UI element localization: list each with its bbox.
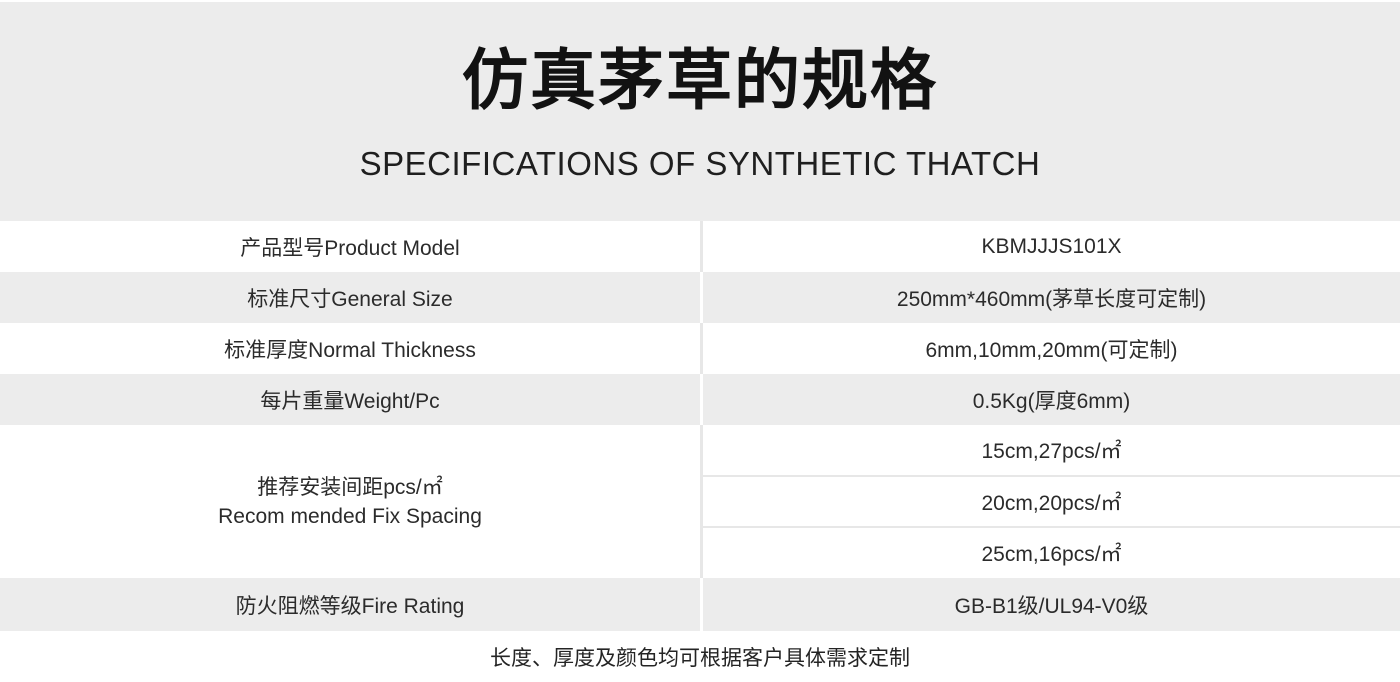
- spec-label-product-model: 产品型号Product Model: [240, 236, 460, 260]
- spec-label-fix-spacing: 推荐安装间距pcs/㎡ Recom mended Fix Spacing: [0, 425, 700, 578]
- table-row-fix-spacing: 推荐安装间距pcs/㎡ Recom mended Fix Spacing 15c…: [0, 425, 1400, 578]
- spec-value-fix-spacing-group: 15cm,27pcs/㎡ 20cm,20pcs/㎡ 25cm,16pcs/㎡: [700, 425, 1400, 578]
- spec-value-weight: 0.5Kg(厚度6mm): [700, 374, 1400, 425]
- spec-value-normal-thickness: 6mm,10mm,20mm(可定制): [700, 323, 1400, 374]
- spec-table: 产品型号Product Model KBMJJJS101X 标准尺寸Genera…: [0, 221, 1400, 631]
- table-row-fire-rating: 防火阻燃等级Fire Rating GB-B1级/UL94-V0级: [0, 578, 1400, 631]
- spec-sub-value-25cm: 25cm,16pcs/㎡: [703, 526, 1400, 578]
- spec-label-fire-rating: 防火阻燃等级Fire Rating: [235, 594, 465, 618]
- spec-label-normal-thickness: 标准厚度Normal Thickness: [224, 338, 476, 362]
- spec-label-weight: 每片重量Weight/Pc: [260, 389, 440, 413]
- table-row-general-size: 标准尺寸General Size 250mm*460mm(茅草长度可定制): [0, 272, 1400, 323]
- spec-value-general-size: 250mm*460mm(茅草长度可定制): [700, 272, 1400, 323]
- table-row-weight: 每片重量Weight/Pc 0.5Kg(厚度6mm): [0, 374, 1400, 425]
- page-subtitle: SPECIFICATIONS OF SYNTHETIC THATCH: [359, 145, 1041, 182]
- page-title: 仿真茅草的规格: [462, 43, 938, 117]
- spec-value-product-model: KBMJJJS101X: [700, 221, 1400, 272]
- spec-value-fire-rating: GB-B1级/UL94-V0级: [700, 578, 1400, 631]
- footer-note-bar: 长度、厚度及颜色均可根据客户具体需求定制: [0, 631, 1400, 682]
- spec-label-fix-spacing-line1: 推荐安装间距pcs/㎡: [257, 475, 443, 499]
- spec-sub-value-15cm: 15cm,27pcs/㎡: [981, 439, 1122, 463]
- table-row-normal-thickness: 标准厚度Normal Thickness 6mm,10mm,20mm(可定制): [0, 323, 1400, 374]
- header-banner: 仿真茅草的规格 SPECIFICATIONS OF SYNTHETIC THAT…: [0, 2, 1400, 221]
- spec-sub-value-20cm: 20cm,20pcs/㎡: [703, 474, 1400, 527]
- table-row-product-model: 产品型号Product Model KBMJJJS101X: [0, 221, 1400, 272]
- spec-label-general-size: 标准尺寸General Size: [247, 287, 453, 311]
- footer-note: 长度、厚度及颜色均可根据客户具体需求定制: [490, 646, 910, 670]
- spec-label-fix-spacing-line2: Recom mended Fix Spacing: [218, 504, 482, 528]
